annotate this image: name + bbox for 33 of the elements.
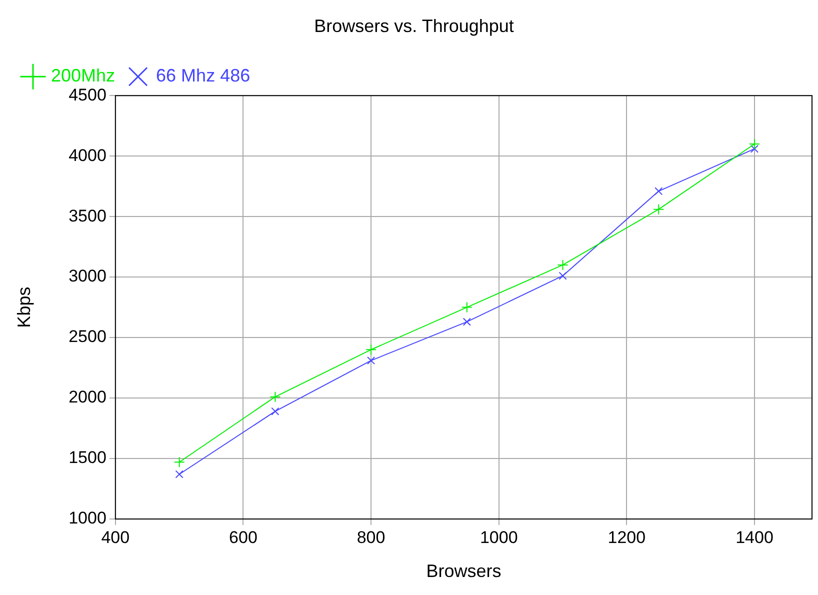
point bbox=[461, 302, 472, 313]
y-axis-title: Kbps bbox=[14, 286, 34, 328]
y-tick-label: 4500 bbox=[68, 85, 106, 104]
y-tick-label: 3000 bbox=[68, 266, 106, 286]
point bbox=[366, 344, 377, 356]
point bbox=[654, 187, 663, 196]
x-tick-label: 800 bbox=[356, 528, 386, 547]
point bbox=[750, 144, 759, 153]
y-tick-label: 1500 bbox=[68, 448, 106, 468]
point bbox=[175, 470, 184, 478]
y-tick-label: 4000 bbox=[68, 146, 106, 165]
x-tick-label: 1200 bbox=[608, 528, 646, 547]
point bbox=[558, 272, 567, 280]
x-tick-label: 400 bbox=[101, 528, 130, 547]
x-tick-label: 1000 bbox=[480, 528, 518, 547]
x-axis-title: Browsers bbox=[426, 561, 502, 582]
point bbox=[367, 356, 376, 365]
y-tick-label: 2500 bbox=[68, 327, 106, 346]
x-tick-label: 1400 bbox=[736, 528, 774, 547]
y-tick-label: 1000 bbox=[68, 508, 106, 528]
y-tick-label: 3500 bbox=[68, 206, 106, 226]
point bbox=[174, 456, 185, 468]
point bbox=[271, 407, 280, 416]
point bbox=[748, 138, 760, 150]
point bbox=[557, 259, 568, 270]
y-tick-label: 2000 bbox=[68, 388, 106, 407]
point bbox=[270, 391, 281, 402]
legend-label: 66 Mhz 486 bbox=[156, 66, 250, 86]
legend-label: 200Mhz bbox=[51, 66, 116, 86]
point bbox=[653, 204, 664, 215]
chart-title: Browsers vs. Throughput bbox=[314, 16, 514, 36]
x-tick-label: 600 bbox=[229, 528, 258, 547]
point bbox=[462, 318, 471, 326]
